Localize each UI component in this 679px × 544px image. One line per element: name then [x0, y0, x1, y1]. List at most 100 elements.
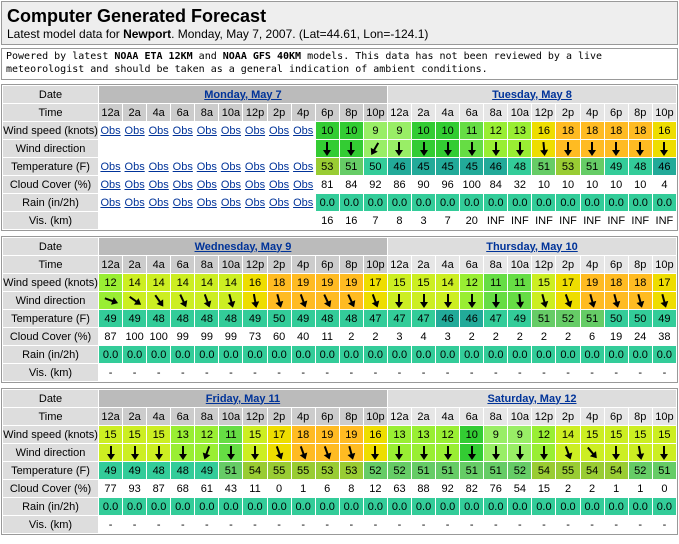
obs-link[interactable]: Obs: [148, 124, 169, 137]
wind-arrow: [179, 294, 188, 308]
wind-arrow: [588, 142, 597, 156]
temperature-cell: 48: [508, 158, 532, 175]
temperature-cell: 49: [123, 462, 147, 479]
visibility-cell: -: [421, 518, 426, 531]
wind-speed-cell: 14: [436, 274, 460, 291]
visibility-cell: -: [518, 366, 522, 379]
temperature-cell: Obs: [171, 158, 194, 175]
obs-link[interactable]: Obs: [100, 178, 121, 191]
wind-arrow: [226, 446, 235, 460]
times-cell: 8a: [195, 256, 219, 273]
obs-link[interactable]: Obs: [100, 160, 121, 173]
obs-link[interactable]: Obs: [148, 178, 169, 191]
obs-link[interactable]: Obs: [148, 160, 169, 173]
obs-link[interactable]: Obs: [100, 124, 121, 137]
obs-link[interactable]: Obs: [268, 160, 290, 173]
arrow-icon: [371, 446, 380, 460]
obs-link[interactable]: Obs: [244, 124, 266, 137]
obs-link[interactable]: Obs: [196, 124, 217, 137]
obs-link[interactable]: Obs: [172, 196, 193, 209]
wind-arrow: [491, 142, 500, 156]
obs-link[interactable]: Obs: [268, 178, 290, 191]
obs-link[interactable]: Obs: [172, 124, 193, 137]
cloud-cover-cell: 63: [393, 482, 406, 495]
obs-link[interactable]: Obs: [124, 196, 145, 209]
obs-link[interactable]: Obs: [244, 178, 266, 191]
date-link[interactable]: Tuesday, May 8: [492, 88, 572, 101]
wind-arrow: [491, 446, 500, 460]
arrow-icon: [347, 294, 356, 308]
obs-link[interactable]: Obs: [124, 160, 145, 173]
wind-direction-cell: [508, 292, 532, 309]
wind-arrow: [660, 446, 669, 460]
wind-speed-cell: Obs: [123, 122, 146, 139]
row-label: Cloud Cover (%): [3, 480, 98, 497]
rain-cell: 0.0: [363, 346, 387, 363]
row-label: Wind speed (knots): [3, 122, 98, 139]
row: Temperature (F) Obs Obs Obs Obs Obs Obs Obs Obs O…: [3, 158, 676, 175]
row-label: Rain (in/2h): [3, 194, 98, 211]
date-link[interactable]: Thursday, May 10: [486, 240, 578, 253]
obs-link[interactable]: Obs: [148, 196, 169, 209]
wind-speed-cell: 18: [556, 122, 580, 139]
date-link[interactable]: Wednesday, May 9: [194, 240, 292, 253]
rain-cell: 0.0: [436, 346, 460, 363]
obs-link[interactable]: Obs: [268, 196, 290, 209]
temperature-cell: 54: [580, 462, 604, 479]
wind-arrow: [612, 142, 621, 156]
temperature-cell: 53: [315, 462, 339, 479]
wind-speed-cell: 15: [147, 426, 171, 443]
wind-speed-cell: 10: [436, 122, 460, 139]
date-link[interactable]: Friday, May 11: [205, 392, 281, 405]
wind-direction-cell: [508, 140, 532, 157]
visibility-cell: INF: [607, 214, 626, 227]
wind-speed-cell: 15: [652, 426, 676, 443]
cloud-cover-cell: 99: [200, 330, 213, 343]
cloud-cover-cell: 19: [610, 330, 623, 343]
times-cell: 4p: [580, 104, 604, 121]
visibility-cell: -: [566, 366, 570, 379]
times-cell: 8p: [339, 104, 363, 121]
times-cell: 10p: [363, 408, 387, 425]
obs-link[interactable]: Obs: [220, 160, 242, 173]
obs-link[interactable]: Obs: [293, 178, 314, 191]
obs-link[interactable]: Obs: [100, 196, 121, 209]
obs-link[interactable]: Obs: [196, 196, 217, 209]
obs-link[interactable]: Obs: [124, 178, 145, 191]
row: Wind direction: [3, 292, 676, 309]
forecast-block: Date Wednesday, May 9 Thursday, May 10 Time…: [1, 236, 678, 383]
obs-link[interactable]: Obs: [220, 178, 242, 191]
wind-direction-cell: [315, 292, 339, 309]
obs-link[interactable]: Obs: [293, 124, 314, 137]
row-label: Vis. (km): [3, 212, 98, 229]
cloud-cover-cell: 6: [324, 482, 331, 495]
date-link[interactable]: Monday, May 7: [204, 88, 282, 101]
obs-link[interactable]: Obs: [293, 160, 314, 173]
obs-link[interactable]: Obs: [244, 160, 266, 173]
obs-link[interactable]: Obs: [196, 160, 217, 173]
obs-link[interactable]: Obs: [220, 124, 242, 137]
obs-link[interactable]: Obs: [124, 124, 145, 137]
visibility-cell: INF: [631, 214, 650, 227]
visibility-cell: -: [277, 518, 281, 531]
wind-arrow: [467, 294, 476, 308]
forecast-block: Date Friday, May 11 Saturday, May 12 Time 12…: [1, 388, 678, 535]
obs-link[interactable]: Obs: [244, 196, 266, 209]
wind-speed-cell: 14: [123, 274, 147, 291]
obs-link[interactable]: Obs: [196, 178, 217, 191]
date-link[interactable]: Saturday, May 12: [487, 392, 577, 405]
temperature-cell: 51: [460, 462, 484, 479]
obs-link[interactable]: Obs: [293, 196, 314, 209]
arrow-icon: [203, 294, 212, 308]
obs-link[interactable]: Obs: [220, 196, 242, 209]
arrow-icon: [395, 294, 404, 308]
obs-link[interactable]: Obs: [268, 124, 290, 137]
times-cell: 8p: [339, 256, 363, 273]
cloud-cover-cell: 0: [661, 482, 668, 495]
wind-direction-cell: [268, 140, 291, 157]
obs-link[interactable]: Obs: [172, 160, 193, 173]
cloud-cover-cell: 2: [589, 482, 596, 495]
obs-link[interactable]: Obs: [172, 178, 193, 191]
rain-cell: 0.0: [267, 346, 291, 363]
times-cell: 10a: [219, 408, 243, 425]
